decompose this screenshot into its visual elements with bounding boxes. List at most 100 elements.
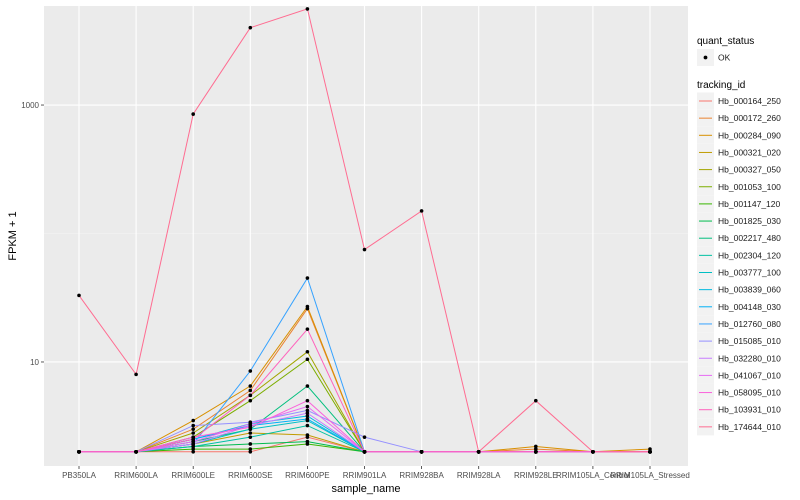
data-point-hb-174644-010 xyxy=(134,372,138,377)
data-point-hb-041067-010 xyxy=(248,422,253,426)
legend-tracking-id-items: Hb_000164_250 Hb_000172_260 Hb_000284_090 H… xyxy=(697,92,781,436)
legend-label-hb-000321-020: Hb_000321_020 xyxy=(718,147,781,157)
legend-label-ok: OK xyxy=(718,53,731,63)
legend-label-hb-001147-120: Hb_001147_120 xyxy=(718,199,781,209)
data-point-hb-000321-020 xyxy=(248,431,253,435)
data-point-hb-015085-010 xyxy=(191,423,195,428)
legend-label-hb-004148-030: Hb_004148_030 xyxy=(718,302,781,312)
legend-label-hb-000327-050: Hb_000327_050 xyxy=(718,165,781,175)
data-point-hb-000284-090 xyxy=(648,447,652,451)
legend-label-hb-058095-010: Hb_058095_010 xyxy=(718,388,781,398)
data-point-hb-103931-010 xyxy=(134,449,138,454)
data-point-hb-001147-120 xyxy=(191,447,195,451)
y-tick-label: 1000 xyxy=(21,101,39,110)
data-point-hb-003839-060 xyxy=(305,414,310,418)
data-point-hb-000284-090 xyxy=(248,384,253,388)
x-tick-label: RRIM600PE xyxy=(285,471,329,480)
legend-title-quant-status: quant_status xyxy=(697,36,754,47)
data-point-hb-002217-480 xyxy=(305,384,310,388)
data-point-hb-004148-030 xyxy=(305,417,310,421)
legend-label-hb-001053-100: Hb_001053_100 xyxy=(718,182,781,192)
legend-label-hb-000164-250: Hb_000164_250 xyxy=(718,96,781,106)
x-tick-label: RRIM928BA xyxy=(399,471,444,480)
data-point-hb-058095-010 xyxy=(305,398,310,403)
y-tick-label: 10 xyxy=(30,358,39,367)
x-tick-label: RRIM600LA xyxy=(114,471,158,480)
legend-label-hb-015085-010: Hb_015085_010 xyxy=(718,336,781,346)
data-point-hb-001825-030 xyxy=(305,439,310,444)
data-point-hb-174644-010 xyxy=(591,449,595,454)
data-point-hb-012760-080 xyxy=(305,276,310,280)
x-tick-label: RRIM928LA xyxy=(457,471,501,480)
series-points xyxy=(77,7,652,454)
data-point-hb-001053-100 xyxy=(305,357,310,362)
x-tick-label: RRIM600LE xyxy=(171,471,215,480)
data-point-hb-000284-090 xyxy=(534,444,538,449)
data-point-hb-002304-120 xyxy=(305,423,310,428)
data-point-hb-103931-010 xyxy=(191,437,195,442)
data-point-hb-000164-250 xyxy=(248,449,253,454)
data-point-hb-000321-020 xyxy=(305,433,310,437)
data-point-hb-000164-250 xyxy=(191,449,195,454)
legend-label-hb-000172-260: Hb_000172_260 xyxy=(718,113,781,123)
data-point-hb-103931-010 xyxy=(248,393,253,398)
data-point-hb-174644-010 xyxy=(248,25,253,30)
x-tick-label: RRIM928LE xyxy=(514,471,558,480)
legend-label-hb-041067-010: Hb_041067_010 xyxy=(718,370,781,380)
legend-label-hb-174644-010: Hb_174644_010 xyxy=(718,422,781,432)
major-gridlines xyxy=(44,6,688,466)
x-axis-ticks: PB350LA RRIM600LA RRIM600LE RRIM600SE RRIM60… xyxy=(62,466,690,480)
data-point-hb-000172-260 xyxy=(248,388,253,393)
data-point-hb-174644-010 xyxy=(77,293,81,298)
data-point-hb-015085-010 xyxy=(362,435,367,439)
legend-label-hb-002217-480: Hb_002217_480 xyxy=(718,233,781,243)
legend-label-hb-000284-090: Hb_000284_090 xyxy=(718,130,781,140)
data-point-hb-000284-090 xyxy=(305,304,310,309)
x-tick-label: RRIM600SE xyxy=(228,471,272,480)
legend-title-tracking-id: tracking_id xyxy=(697,80,745,91)
plot-panel xyxy=(44,6,688,466)
legend-label-hb-032280-010: Hb_032280_010 xyxy=(718,353,781,363)
data-point-hb-041067-010 xyxy=(305,404,310,409)
legend-key-point xyxy=(703,55,708,60)
data-point-hb-012760-080 xyxy=(248,369,253,373)
x-tick-label: PB350LA xyxy=(62,471,96,480)
legend-label-hb-003839-060: Hb_003839_060 xyxy=(718,285,781,295)
x-tick-label: RRIM901LA xyxy=(343,471,387,480)
data-point-hb-103931-010 xyxy=(77,449,81,454)
data-point-hb-001053-100 xyxy=(248,398,253,403)
data-point-hb-000172-260 xyxy=(191,427,195,431)
legend-label-hb-012760-080: Hb_012760_080 xyxy=(718,319,781,329)
data-point-hb-103931-010 xyxy=(305,327,310,331)
data-point-hb-000284-090 xyxy=(191,418,195,423)
data-point-hb-103931-010 xyxy=(419,449,424,454)
data-point-hb-174644-010 xyxy=(191,112,195,116)
data-point-hb-174644-010 xyxy=(419,209,424,213)
legend-quant-status-items: OK xyxy=(697,49,731,66)
data-point-hb-174644-010 xyxy=(648,449,652,454)
data-point-hb-103931-010 xyxy=(534,449,538,454)
x-tick-label: RRIM105LA_Stressed xyxy=(610,471,690,480)
legend-label-hb-002304-120: Hb_002304_120 xyxy=(718,250,781,260)
data-point-hb-015085-010 xyxy=(305,408,310,413)
x-axis-title: sample_name xyxy=(331,483,400,495)
data-point-hb-103931-010 xyxy=(362,449,367,454)
legend-label-hb-003777-100: Hb_003777_100 xyxy=(718,268,781,278)
y-axis-ticks: 10 1000 xyxy=(21,101,44,367)
data-point-hb-000327-050 xyxy=(191,431,195,435)
data-point-hb-002304-120 xyxy=(191,444,195,449)
data-point-hb-032280-010 xyxy=(305,411,310,415)
data-point-hb-174644-010 xyxy=(305,7,310,11)
data-point-hb-174644-010 xyxy=(534,398,538,403)
data-point-hb-002304-120 xyxy=(248,435,253,439)
data-point-hb-174644-010 xyxy=(362,247,367,252)
data-point-hb-000172-260 xyxy=(534,447,538,451)
legend-label-hb-001825-030: Hb_001825_030 xyxy=(718,216,781,226)
y-axis-title: FPKM + 1 xyxy=(7,211,19,260)
data-point-hb-000327-050 xyxy=(305,350,310,354)
data-point-hb-001825-030 xyxy=(248,442,253,446)
x-tick-label: RRIM105LA_Control xyxy=(556,471,630,480)
legend-label-hb-103931-010: Hb_103931_010 xyxy=(718,405,781,415)
data-point-hb-001147-120 xyxy=(248,447,253,451)
